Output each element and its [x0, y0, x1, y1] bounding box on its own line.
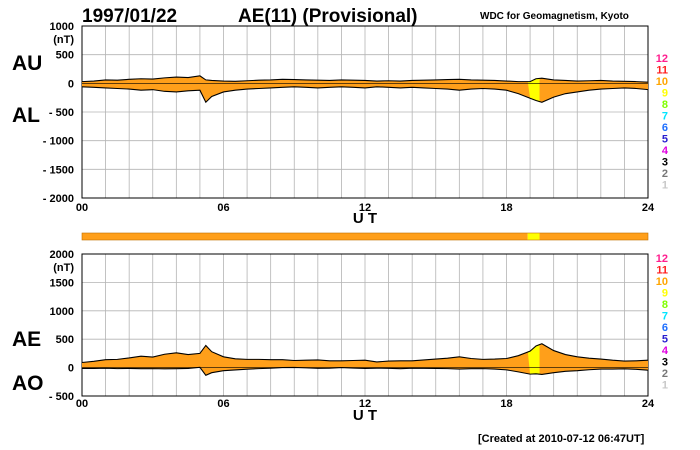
x-tick-label: 06 [217, 398, 229, 410]
quality-level-3: 3 [662, 157, 668, 169]
y-tick-label: - 500 [49, 107, 74, 119]
ao-label: AO [12, 372, 44, 395]
chart-date: 1997/01/22 [82, 6, 178, 27]
quality-level-6: 6 [662, 322, 668, 334]
x-tick-label: 12 [359, 202, 371, 214]
y-tick-label: 1000 [50, 306, 74, 318]
quality-level-11: 11 [656, 265, 668, 277]
x-tick-label: 06 [217, 202, 229, 214]
x-tick-label: 00 [76, 202, 88, 214]
upper-series-line [81, 343, 649, 364]
quality-level-11: 11 [656, 65, 668, 77]
y-tick-label: 500 [56, 334, 74, 346]
y-tick-label: - 1500 [43, 164, 74, 176]
quality-level-8: 8 [662, 99, 668, 111]
quality-level-7: 7 [662, 311, 668, 323]
lower-series-line [82, 366, 649, 376]
quality-level-2: 2 [662, 168, 668, 180]
x-axis-label: U T [353, 407, 377, 424]
lower-series-line [81, 86, 649, 104]
y-tick-label: - 2000 [43, 193, 74, 205]
y-tick-label: 2000 [50, 249, 74, 261]
chart-title: AE(11) (Provisional) [238, 6, 418, 27]
y-tick-label: 1500 [50, 277, 74, 289]
quality-level-8: 8 [662, 299, 668, 311]
quality-level-9: 9 [662, 288, 668, 300]
highlight-area [527, 78, 540, 103]
ae-label: AE [12, 328, 42, 351]
au-label: AU [12, 52, 43, 75]
quality-level-12: 12 [656, 53, 668, 65]
highlight-area [527, 343, 540, 375]
x-tick-label: 24 [642, 398, 655, 410]
y-tick-label: 0 [68, 363, 74, 375]
quality-bar-segment [539, 233, 648, 240]
envelope-area [82, 75, 648, 103]
al-label: AL [12, 104, 40, 127]
quality-level-4: 4 [662, 145, 669, 157]
quality-level-5: 5 [662, 134, 668, 146]
quality-level-1: 1 [662, 380, 668, 392]
x-tick-label: 12 [359, 398, 371, 410]
quality-level-2: 2 [662, 368, 668, 380]
quality-bar-segment [82, 233, 528, 240]
quality-level-3: 3 [662, 357, 668, 369]
quality-bar-frame [81, 232, 649, 241]
quality-level-6: 6 [662, 122, 668, 134]
y-tick-label: 0 [68, 78, 74, 90]
y-tick-label: 500 [56, 50, 74, 62]
quality-level-4: 4 [662, 345, 669, 357]
quality-level-5: 5 [662, 334, 668, 346]
unit-label: (nT) [53, 262, 74, 274]
created-timestamp: [Created at 2010-07-12 06:47UT] [478, 433, 645, 445]
x-tick-label: 18 [500, 398, 512, 410]
y-tick-label: 1000 [50, 21, 74, 33]
data-source: WDC for Geomagnetism, Kyoto [480, 11, 629, 22]
x-tick-label: 18 [500, 202, 512, 214]
quality-level-12: 12 [656, 253, 668, 265]
quality-level-1: 1 [662, 180, 668, 192]
x-tick-label: 24 [642, 202, 655, 214]
quality-level-10: 10 [656, 76, 668, 88]
y-tick-label: - 500 [49, 391, 74, 403]
plot-frame [81, 25, 649, 199]
upper-series-line [81, 75, 649, 83]
quality-bar-segment [527, 233, 540, 240]
x-tick-label: 00 [76, 398, 88, 410]
plot-frame [81, 253, 649, 397]
quality-level-9: 9 [662, 88, 668, 100]
y-tick-label: - 1000 [43, 136, 74, 148]
unit-label: (nT) [53, 34, 74, 46]
quality-level-7: 7 [662, 111, 668, 123]
x-axis-label: U T [353, 210, 377, 227]
quality-level-10: 10 [656, 276, 668, 288]
